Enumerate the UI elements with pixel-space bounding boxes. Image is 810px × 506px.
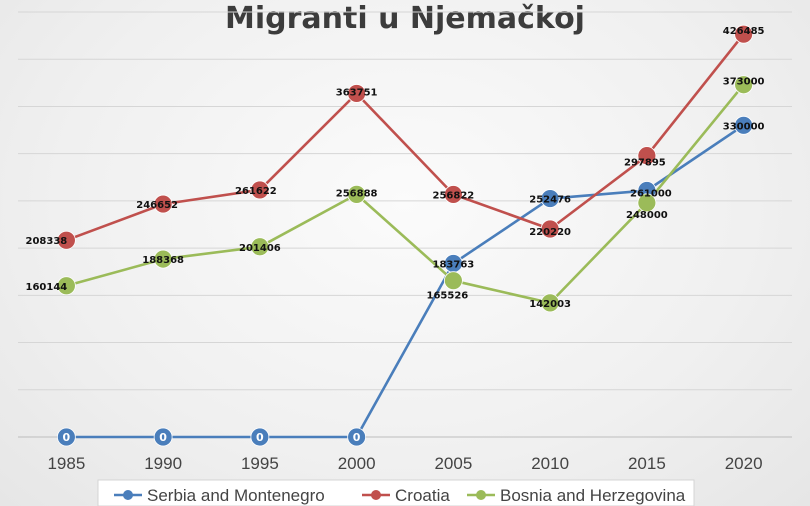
data-labels: 0 0 0 0 183763 252476 261000 330000 208338 246652… [26,26,765,444]
data-point [153,427,173,447]
data-label: 0 [159,431,167,444]
data-label: 256822 [433,190,475,201]
legend-swatch-marker [123,490,133,500]
data-label: 160144 [26,282,68,293]
x-tick-label: 1995 [241,454,279,473]
data-label: 252476 [529,195,571,206]
x-tick-label: 2020 [725,454,763,473]
data-point [540,189,560,208]
x-tick-label: 1985 [47,454,85,473]
data-label: 208338 [26,236,68,247]
legend-label: Croatia [395,486,450,505]
x-tick-label: 2000 [338,454,376,473]
gridlines [18,11,792,438]
data-label: 426485 [723,26,765,37]
data-point [250,427,270,447]
data-label: 261000 [630,189,672,200]
data-point [56,427,76,447]
data-label: 201406 [239,243,281,254]
data-label: 0 [63,431,71,444]
data-point [56,276,76,296]
chart-title: Migranti u Njemačkoj [225,1,585,36]
data-point [734,75,754,95]
data-label: 246652 [136,200,178,211]
legend-swatch-marker [476,490,486,500]
data-point [153,194,173,214]
data-point [734,115,754,135]
data-point [347,184,367,204]
data-point [637,146,657,166]
series-points [56,24,754,447]
data-point [637,193,657,213]
x-axis-ticks: 1985 1990 1995 2000 2005 2010 2015 2020 [47,454,762,473]
data-label: 0 [256,431,264,444]
data-label: 363751 [336,87,378,98]
data-label: 256888 [336,188,378,199]
data-point [250,180,270,200]
x-tick-label: 2015 [628,454,666,473]
legend: Serbia and Montenegro Croatia Bosnia and H… [97,479,695,506]
data-label: 0 [353,431,361,444]
data-point [347,427,367,447]
series-line [66,124,745,439]
data-label: 165526 [427,291,469,302]
legend-label: Serbia and Montenegro [147,486,325,505]
data-point [347,84,367,103]
data-point [734,24,754,44]
x-tick-label: 2010 [531,454,569,473]
data-label: 183763 [433,259,475,270]
data-point [540,219,560,239]
data-point [443,271,463,291]
legend-label: Bosnia and Herzegovina [500,486,686,505]
x-tick-label: 1990 [144,454,182,473]
data-label: 188368 [142,255,184,266]
data-label: 220220 [529,227,571,238]
data-label: 142003 [529,299,571,310]
data-point [153,249,173,269]
data-point [443,185,463,204]
data-point [56,230,76,250]
series-lines [65,33,745,439]
legend-swatch-marker [371,490,381,500]
data-point [540,293,560,313]
data-point [250,237,270,257]
series-line [66,83,745,305]
series-line [65,33,745,242]
x-tick-label: 2005 [434,454,472,473]
data-label: 248000 [626,210,668,221]
data-label: 297895 [624,158,666,169]
data-label: 261622 [235,186,277,197]
data-label: 373000 [723,77,765,88]
data-label: 330000 [723,121,765,132]
legend-box [97,479,695,506]
